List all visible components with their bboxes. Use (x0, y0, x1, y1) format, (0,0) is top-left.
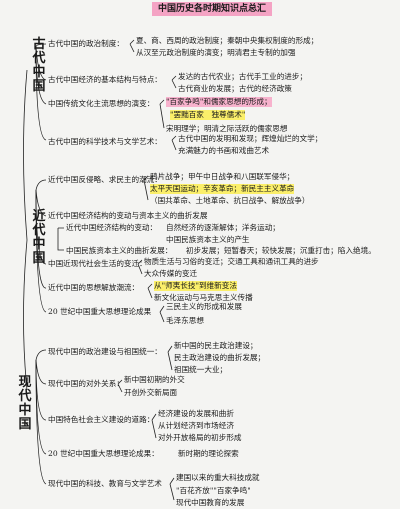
ancient-politics-label: 古代中国的政治制度： (48, 39, 124, 48)
contemporary-politics-item: 新中国的民主政治建设； (174, 341, 258, 350)
modern-liberation-item: 新文化运动与马克思主义传播 (154, 293, 253, 302)
modern-liberation-label: 近代中国的思想解放潮流： (48, 283, 140, 292)
ancient-politics-item: 夏、商、西周的政治制度；秦朝中央集权制度的形成； (136, 36, 319, 45)
contemporary-socialism-label: 中国特色社会主义建设的道路： (48, 415, 155, 424)
modern-invasion-item: 鸦片战争；甲午中日战争和八国联军侵华； (150, 172, 295, 181)
contemporary-theory-label: 20 世纪中国重大思想理论成果： (48, 449, 159, 458)
modern-economy-item: 自然经济的逐渐解体；洋务运动； (166, 223, 280, 232)
modern-theory-label: 20 世纪中国重大思想理论成果 (48, 307, 152, 316)
modern-economy-label: 中国民族资本主义的曲折发展： (66, 246, 173, 255)
modern-theory-item: 毛泽东思想 (166, 316, 204, 325)
contemporary-foreign-item: 开创外交新局面 (124, 388, 178, 397)
modern-economy-label: 近代中国经济结构的变动： (66, 223, 158, 232)
contemporary-politics-label: 现代中国的政治建设与祖国统一： (48, 347, 162, 356)
modern-economy-item: 中国民族资本主义的产生 (166, 235, 250, 244)
contemporary-science-item: 建国以来的重大科技成就 (176, 473, 260, 482)
contemporary-theory-item: 新时期的理论探索 (178, 449, 239, 458)
ancient-science-label: 古代中国的科学技术与文学艺术： (48, 137, 162, 146)
modern-liberation-item: 从"师夷长技"到维新变法 (154, 281, 237, 291)
ancient-economy-item: 古代商业的发展；古代的经济政策 (178, 84, 292, 93)
era-contemporary: 现代中国 (18, 375, 32, 432)
modern-theory-item: 三民主义的形成和发展 (166, 302, 242, 311)
modern-invasion-label: 近代中国反侵略、求民主的潮流： (48, 175, 162, 184)
ancient-thought-item: "罢黜百家 独尊儒术" (170, 110, 246, 120)
modern-society-item: 物质生活与习俗的变迁；交通工具和通讯工具的进步 (144, 257, 319, 266)
era-ancient: 古代中国 (32, 37, 46, 94)
page-title: 中国历史各时期知识点总汇 (152, 2, 272, 16)
ancient-science-item: 充满魅力的书画和戏曲艺术 (178, 146, 270, 155)
contemporary-socialism-item: 对外开放格局的初步形成 (158, 433, 242, 442)
contemporary-politics-item: 民主政治建设的曲折发展； (174, 353, 266, 362)
ancient-economy-label: 古代中国经济的基本结构与特点： (48, 75, 162, 84)
contemporary-science-item: 现代中国教育的发展 (176, 498, 245, 507)
contemporary-foreign-item: 新中国初期的外交 (124, 375, 185, 384)
contemporary-socialism-item: 从计划经济到市场经济 (158, 421, 234, 430)
modern-economy-header: 近代中国经济结构的变动与资本主义的曲折发展 (48, 211, 208, 220)
ancient-politics-item: 从汉至元政治制度的演变；明清君主专制的加强 (136, 48, 296, 57)
ancient-economy-item: 发达的古代农业；古代手工业的进步； (178, 72, 308, 81)
contemporary-science-item: "百花齐放""百家争鸣" (176, 486, 251, 495)
era-modern: 近代中国 (32, 209, 46, 266)
contemporary-socialism-item: 经济建设的发展和曲折 (158, 409, 234, 418)
modern-invasion-item: 太平天国运动；辛亥革命；新民主主义革命 (150, 184, 295, 194)
modern-society-item: 大众传媒的变迁 (144, 269, 198, 278)
ancient-thought-label: 中国传统文化主流思想的演变： (48, 99, 155, 108)
modern-economy-item: 初步发展；短暂春天；较快发展；沉重打击；陷入绝境。 (186, 246, 376, 255)
modern-invasion-item: （国共革命、土地革命、抗日战争、解放战争） (150, 196, 310, 205)
ancient-thought-item: 宋明理学；明清之际活跃的儒家思想 (166, 124, 288, 133)
contemporary-foreign-label: 现代中国的对外关系： (48, 379, 124, 388)
modern-society-label: 中国近现代社会生活的变迁： (48, 259, 147, 268)
ancient-science-item: 古代中国的发明和发现；辉煌灿烂的文学； (178, 134, 323, 143)
contemporary-politics-item: 祖国统一大业； (174, 365, 228, 374)
ancient-thought-item: "百家争鸣"和儒家思想的形成； (166, 97, 272, 107)
contemporary-science-label: 现代中国的科技、教育与文学艺术 (48, 479, 162, 488)
